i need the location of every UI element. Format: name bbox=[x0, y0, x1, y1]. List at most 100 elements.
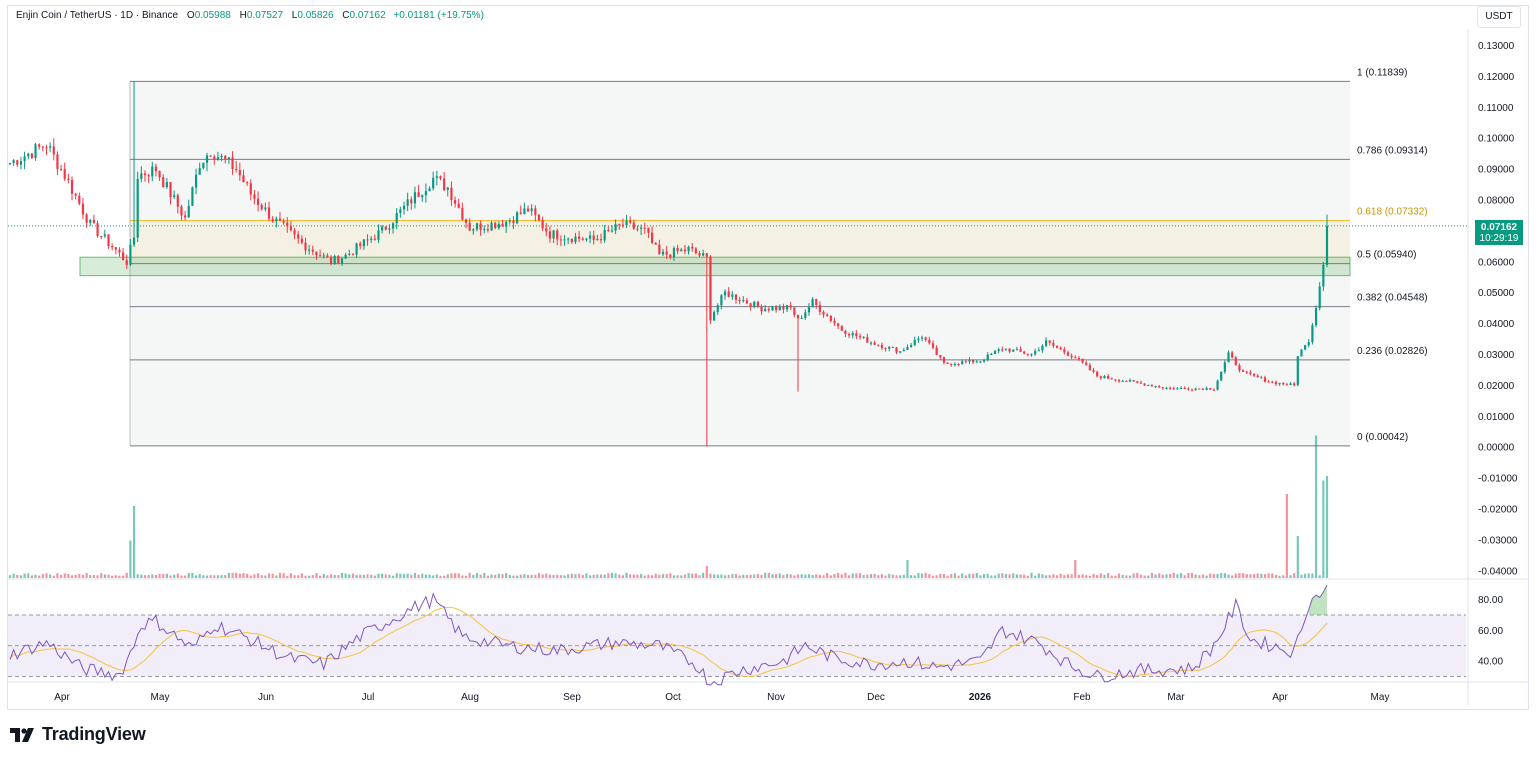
candle-body bbox=[982, 360, 986, 362]
candle-body bbox=[1117, 380, 1121, 382]
volume-bar bbox=[169, 575, 172, 578]
candle-body bbox=[377, 230, 380, 240]
volume-bar bbox=[953, 573, 956, 578]
candle-body bbox=[687, 246, 690, 252]
price-tick-label: 0.04000 bbox=[1478, 319, 1515, 330]
volume-bar bbox=[475, 572, 479, 578]
candle-body bbox=[837, 323, 840, 327]
candle-body bbox=[698, 253, 701, 256]
candle-body bbox=[844, 330, 847, 335]
volume-bar bbox=[1223, 573, 1226, 578]
candle-body bbox=[942, 357, 946, 363]
price-tick-label: 0.01000 bbox=[1478, 412, 1515, 423]
volume-bar bbox=[453, 573, 457, 578]
symbol-title[interactable]: Enjin Coin / TetherUS · 1D · Binance bbox=[16, 10, 179, 21]
candle-body bbox=[38, 144, 41, 147]
volume-bar bbox=[753, 574, 756, 578]
open-label: O bbox=[186, 10, 195, 21]
candle-body bbox=[840, 326, 843, 331]
fibonacci-retracement[interactable]: 1 (0.11839) 0.786 (0.09314) 0.618 (0.07332… bbox=[79, 67, 1428, 447]
time-tick-label: Mar bbox=[1167, 692, 1185, 703]
candle-body bbox=[953, 364, 956, 366]
volume-bar bbox=[16, 574, 19, 578]
candle-body bbox=[811, 299, 814, 308]
candle-body bbox=[373, 238, 376, 240]
candle-body bbox=[618, 224, 621, 226]
volume-bar bbox=[1293, 573, 1296, 578]
volume-bar bbox=[534, 574, 537, 578]
volume-bar bbox=[778, 573, 781, 578]
candle-body bbox=[114, 247, 117, 250]
volume-bar bbox=[1256, 573, 1259, 578]
candle-body bbox=[530, 208, 533, 212]
price-tick-label: 0.09000 bbox=[1478, 165, 1515, 176]
candle-body bbox=[519, 212, 522, 214]
currency-unit-button[interactable]: USDT bbox=[1477, 6, 1521, 28]
candle-body bbox=[899, 351, 902, 353]
volume-bar bbox=[1077, 574, 1081, 578]
candle-body bbox=[169, 182, 172, 198]
candle-body bbox=[143, 173, 147, 176]
candle-body bbox=[205, 155, 209, 163]
volume-bar bbox=[1012, 573, 1015, 578]
volume-bar bbox=[1055, 575, 1059, 578]
candle-body bbox=[359, 243, 362, 247]
candle-body bbox=[410, 199, 413, 204]
price-tick-label: 0.11000 bbox=[1478, 103, 1514, 114]
volume-bar bbox=[1245, 574, 1248, 578]
high-label: H bbox=[239, 10, 247, 21]
volume-bar bbox=[559, 575, 562, 578]
candle-body bbox=[329, 257, 333, 264]
tradingview-logo[interactable]: TradingView bbox=[10, 724, 146, 745]
candle-body bbox=[581, 238, 584, 240]
candle-body bbox=[563, 239, 566, 241]
candle-body bbox=[906, 347, 909, 350]
volume-bar bbox=[508, 574, 511, 578]
volume-bar bbox=[1238, 573, 1241, 578]
volume-bar bbox=[1136, 572, 1139, 578]
candle-body bbox=[1231, 352, 1234, 358]
candle-body bbox=[111, 245, 114, 248]
candle-body bbox=[902, 349, 905, 352]
candle-body bbox=[1201, 388, 1205, 390]
volume-bar bbox=[421, 573, 424, 578]
candle-body bbox=[1114, 379, 1117, 381]
candle-body bbox=[23, 156, 26, 162]
volume-bar bbox=[52, 575, 55, 578]
candle-body bbox=[1187, 388, 1190, 390]
volume-bar bbox=[1158, 573, 1161, 578]
fib-level-label: 1 (0.11839) bbox=[1357, 67, 1407, 78]
candle-body bbox=[1300, 349, 1303, 357]
candle-body bbox=[676, 247, 679, 252]
candle-body bbox=[1198, 388, 1201, 390]
volume-bar bbox=[446, 574, 449, 578]
time-tick-label: 2026 bbox=[969, 692, 992, 703]
candle-body bbox=[147, 175, 150, 177]
candle-body bbox=[1001, 349, 1004, 351]
volume-bars bbox=[8, 435, 1329, 578]
volume-bar bbox=[680, 575, 683, 578]
candle-body bbox=[508, 220, 511, 222]
volume-bar bbox=[877, 575, 880, 578]
candle-body bbox=[647, 227, 650, 233]
volume-bar bbox=[34, 574, 37, 578]
candle-body bbox=[665, 251, 668, 255]
volume-bar bbox=[618, 574, 621, 578]
volume-bar bbox=[1004, 573, 1008, 578]
candle-body bbox=[935, 347, 938, 356]
candle-body bbox=[523, 208, 526, 214]
volume-bar bbox=[311, 575, 314, 578]
volume-bar bbox=[851, 573, 854, 578]
volume-bar bbox=[67, 573, 70, 578]
candle-body bbox=[771, 307, 774, 311]
candle-body bbox=[497, 223, 500, 229]
volume-bar bbox=[1041, 574, 1044, 578]
price-tick-label: 0.13000 bbox=[1478, 41, 1515, 52]
volume-bar bbox=[220, 575, 223, 578]
candle-body bbox=[282, 220, 285, 223]
candle-body bbox=[1074, 357, 1077, 359]
open-value: 0.05988 bbox=[194, 10, 231, 21]
candle-body bbox=[486, 229, 490, 231]
close-value: 0.07162 bbox=[349, 10, 386, 21]
